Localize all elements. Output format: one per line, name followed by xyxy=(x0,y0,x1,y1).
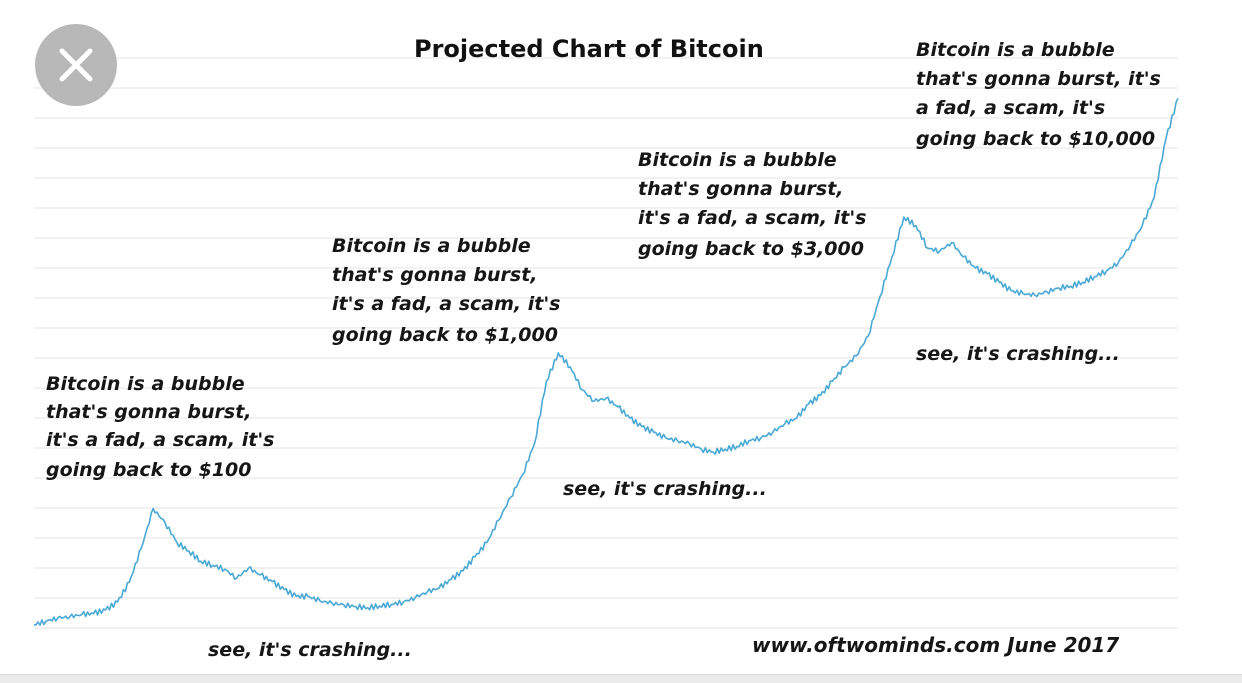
close-icon xyxy=(59,48,93,82)
annotation-1000: Bitcoin is a bubble that's gonna burst, … xyxy=(332,235,560,346)
annotation-3000: Bitcoin is a bubble that's gonna burst, … xyxy=(638,149,866,260)
price-line xyxy=(33,97,1179,626)
annotation-line: it's a fad, a scam, it's xyxy=(638,207,866,229)
crashing-caption: see, it's crashing... xyxy=(563,478,767,500)
annotation-line: Bitcoin is a bubble xyxy=(332,235,531,257)
annotation-line: going back to $10,000 xyxy=(916,128,1155,150)
annotation-line: going back to $3,000 xyxy=(638,238,864,260)
chart-title: Projected Chart of Bitcoin xyxy=(414,35,764,63)
annotation-line: that's gonna burst, it's xyxy=(916,68,1161,90)
annotation-line: a fad, a scam, it's xyxy=(916,97,1105,119)
bottom-bar xyxy=(0,674,1242,683)
annotation-line: that's gonna burst, xyxy=(46,401,252,423)
annotation-line: Bitcoin is a bubble xyxy=(46,373,245,395)
annotation-line: it's a fad, a scam, it's xyxy=(46,429,274,451)
crashing-caption: see, it's crashing... xyxy=(916,343,1120,365)
annotation-line: that's gonna burst, xyxy=(638,178,844,200)
annotation-line: that's gonna burst, xyxy=(332,264,538,286)
annotation-line: Bitcoin is a bubble xyxy=(916,39,1115,61)
source-credit: www.oftwominds.com June 2017 xyxy=(752,633,1119,657)
grid-lines xyxy=(34,57,1178,629)
annotation-line: Bitcoin is a bubble xyxy=(638,149,837,171)
annotation-line: it's a fad, a scam, it's xyxy=(332,293,560,315)
crashing-caption: see, it's crashing... xyxy=(208,639,412,661)
annotation-line: going back to $1,000 xyxy=(332,324,558,346)
annotation-100: Bitcoin is a bubble that's gonna burst, … xyxy=(46,373,274,481)
annotation-line: going back to $100 xyxy=(46,459,251,481)
close-button[interactable] xyxy=(35,24,117,106)
annotation-10000: Bitcoin is a bubble that's gonna burst, … xyxy=(916,39,1161,150)
